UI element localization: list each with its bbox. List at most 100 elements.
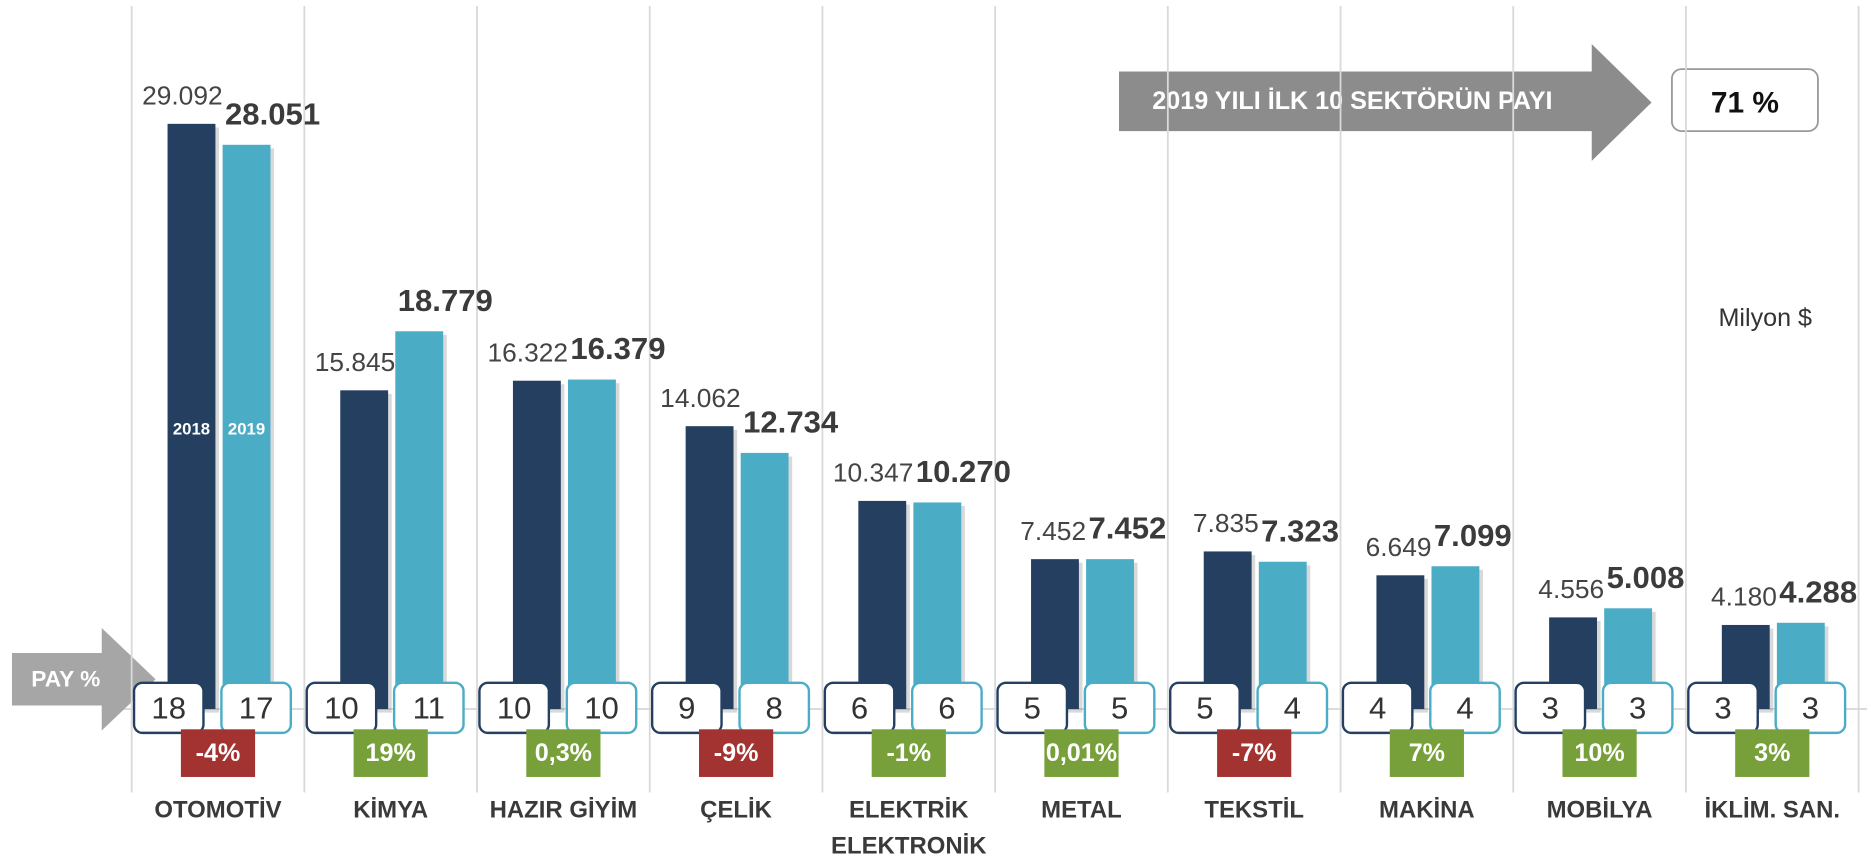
share-box (1169, 681, 1241, 735)
change-box (180, 729, 256, 777)
banner-value: 71 % (1711, 87, 1779, 120)
value-label: 7.452 (1020, 516, 1086, 546)
share-label: 3 (1542, 690, 1559, 725)
value-label: 4.288 (1779, 574, 1857, 609)
share-label: 10 (584, 690, 619, 725)
share-title: PAY % (31, 665, 100, 691)
value-label: 4.556 (1538, 574, 1604, 604)
banner-box (1671, 68, 1819, 132)
share-label: 17 (239, 690, 274, 725)
value-label: 15.845 (315, 347, 396, 377)
value-label: 7.835 (1193, 508, 1259, 538)
value-label: 14.062 (660, 383, 741, 413)
bar (167, 123, 216, 710)
x-tick-label: TEKSTİL (1204, 797, 1304, 824)
share-box (305, 681, 378, 735)
value-label: 16.379 (570, 331, 665, 366)
x-tick-label: MOBİLYA (1547, 797, 1653, 824)
legend-label: 2019 (228, 420, 265, 439)
x-tick-label: ELEKTRİK ELEKTRONİK (831, 797, 987, 858)
share-label: 3 (1714, 690, 1731, 725)
share-label: 4 (1369, 690, 1386, 725)
value-label: 4.180 (1711, 582, 1777, 612)
change-label: 19% (366, 739, 416, 767)
share-label: 10 (497, 690, 532, 725)
change-label: 0,3% (535, 739, 592, 767)
change-box (1217, 729, 1292, 777)
value-label: 29.092 (142, 81, 223, 111)
bar (512, 380, 561, 710)
x-tick-label: METAL (1041, 797, 1122, 824)
x-tick-label: KİMYA (353, 797, 428, 824)
value-label: 18.779 (398, 283, 493, 318)
share-label: 11 (413, 690, 445, 725)
change-label: -7% (1232, 739, 1277, 767)
share-box (1601, 681, 1674, 735)
change-box (1735, 729, 1810, 777)
share-box (1514, 681, 1587, 735)
share-label: 5 (1111, 690, 1128, 725)
change-box (1389, 729, 1464, 777)
x-tick-label: HAZIR GİYİM (490, 797, 638, 824)
value-label: 7.099 (1434, 518, 1512, 553)
share-box (478, 681, 551, 735)
bar (340, 390, 389, 710)
share-box (738, 681, 811, 735)
change-label: 10% (1574, 739, 1624, 767)
share-label: 8 (766, 690, 783, 725)
change-box (698, 729, 774, 777)
value-label: 10.347 (833, 458, 914, 488)
change-label: -1% (886, 739, 931, 767)
bar (685, 426, 734, 710)
change-box (526, 729, 601, 777)
change-box (871, 729, 946, 777)
share-label: 6 (851, 690, 868, 725)
share-box (1429, 681, 1501, 735)
bar (567, 379, 616, 710)
value-label: 5.008 (1607, 560, 1685, 595)
share-label: 6 (938, 690, 955, 725)
bar (222, 144, 271, 710)
share-box (220, 681, 293, 735)
share-label: 9 (678, 690, 695, 725)
share-arrow (11, 628, 156, 731)
bar (858, 500, 907, 710)
banner-arrow (1119, 44, 1652, 161)
share-box (565, 681, 638, 735)
share-box (1341, 681, 1414, 735)
bar (913, 502, 962, 710)
share-label: 4 (1284, 690, 1301, 725)
x-tick-label: İKLİM. SAN. (1704, 797, 1840, 824)
share-box (132, 681, 205, 735)
share-box (1256, 681, 1329, 735)
change-box (353, 729, 428, 777)
value-label: 28.051 (225, 96, 320, 131)
share-box (1774, 681, 1847, 735)
change-box (1044, 729, 1119, 777)
change-label: 0,01% (1046, 739, 1117, 767)
value-label: 16.322 (487, 337, 568, 367)
share-box (1083, 681, 1156, 735)
bar (395, 331, 444, 710)
x-tick-label: ÇELİK (700, 797, 773, 824)
value-label: 6.649 (1366, 532, 1432, 562)
share-box (911, 681, 983, 735)
share-box (392, 681, 465, 735)
value-label: 7.452 (1088, 511, 1166, 546)
share-label: 18 (151, 690, 186, 725)
value-label: 7.323 (1261, 513, 1339, 548)
share-label: 4 (1456, 690, 1473, 725)
share-label: 5 (1024, 690, 1041, 725)
share-box (1687, 681, 1759, 735)
banner-text: 2019 YILI İLK 10 SEKTÖRÜN PAYI (1152, 86, 1552, 115)
x-tick-label: MAKİNA (1379, 797, 1475, 824)
x-tick-label: OTOMOTİV (154, 797, 281, 824)
change-label: -9% (714, 739, 759, 767)
value-label: 12.734 (743, 405, 839, 440)
share-label: 10 (324, 690, 359, 725)
share-box (823, 681, 896, 735)
share-label: 3 (1802, 690, 1819, 725)
unit-note: Milyon $ (1719, 304, 1813, 332)
change-box (1562, 729, 1637, 777)
